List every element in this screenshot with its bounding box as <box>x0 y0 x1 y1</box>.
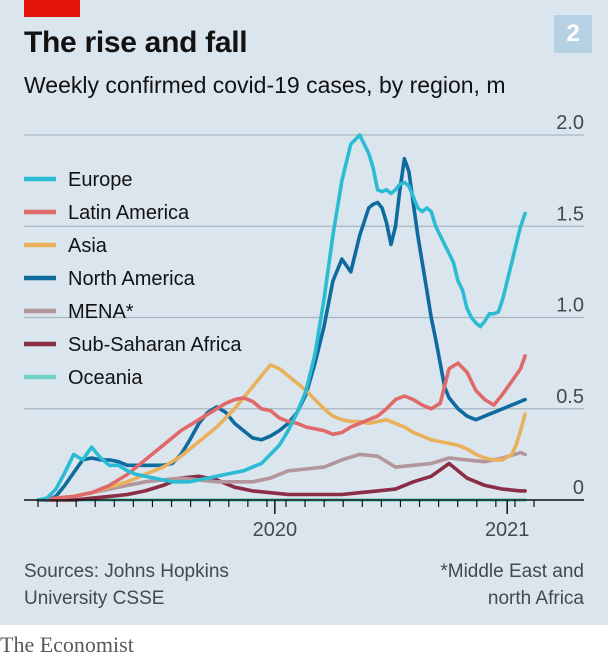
chart-number-badge: 2 <box>554 15 592 53</box>
series-line-mena <box>36 450 527 502</box>
legend-label: Latin America <box>68 202 190 224</box>
legend-label: Europe <box>68 169 133 191</box>
legend: Europe Latin America Asia North America MENA… <box>24 169 242 389</box>
series-line-asia <box>36 363 527 502</box>
x-tick-label: 2021 <box>485 519 530 541</box>
series-line-north-america <box>36 156 527 502</box>
y-tick-label: 1.0 <box>556 295 584 317</box>
footnote-line-2: north Africa <box>487 588 584 609</box>
source-line-1: Sources: Johns Hopkins <box>24 561 229 582</box>
y-tick-labels: 2.0 1.5 1.0 0.5 0 <box>556 112 584 499</box>
publisher-logo: The Economist <box>0 632 134 657</box>
chart-subtitle: Weekly confirmed covid-19 cases, by regi… <box>24 72 506 98</box>
legend-label: Sub-Saharan Africa <box>68 334 242 356</box>
series-line-europe <box>36 133 527 502</box>
chart-title: The rise and fall <box>24 26 248 59</box>
series-lines <box>36 133 527 502</box>
source-line-2: University CSSE <box>24 588 165 609</box>
y-tick-label: 0 <box>573 477 584 499</box>
y-tick-label: 0.5 <box>556 386 584 408</box>
x-axis: 2020 2021 <box>24 499 584 541</box>
grid-lines <box>24 134 584 410</box>
footnote: *Middle East and north Africa <box>384 558 584 612</box>
footnote-line-1: *Middle East and <box>440 561 584 582</box>
x-tick-label: 2020 <box>253 519 298 541</box>
legend-label: Asia <box>68 235 108 257</box>
y-tick-label: 1.5 <box>556 203 584 225</box>
source-note: Sources: Johns Hopkins University CSSE <box>24 558 264 612</box>
y-tick-label: 2.0 <box>556 112 584 134</box>
series-line-sub-saharan-africa <box>36 461 527 502</box>
series-line-latin-america <box>36 354 527 502</box>
legend-label: North America <box>68 268 196 290</box>
line-chart: 2020 2021 2.0 1.5 1.0 0.5 0 Europe Latin Ameri… <box>24 112 584 541</box>
brand-red-tag <box>24 0 80 17</box>
chart-panel <box>0 0 608 625</box>
legend-label: MENA* <box>68 301 134 323</box>
legend-label: Oceania <box>68 367 143 389</box>
